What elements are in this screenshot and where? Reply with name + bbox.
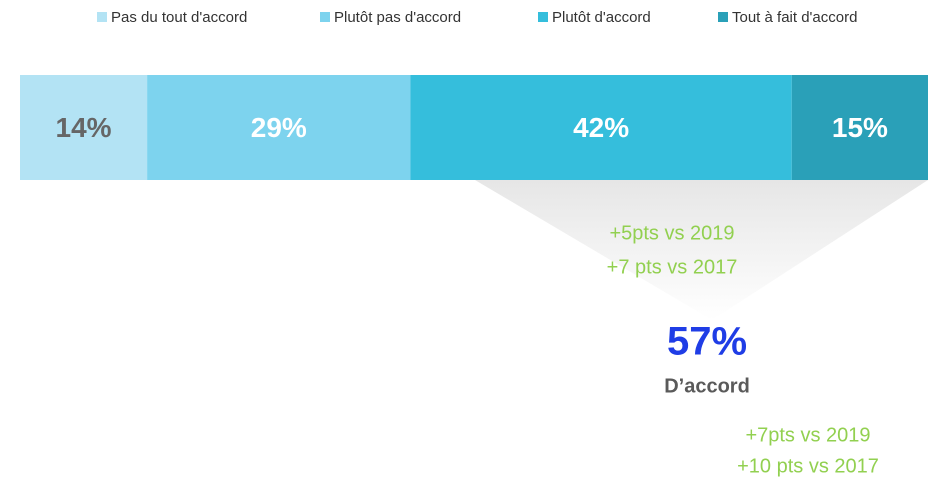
legend-label: Plutôt pas d'accord [334,9,461,26]
value-label: 14% [56,112,112,143]
legend-swatch [97,12,107,22]
value-label: 29% [251,112,307,143]
value-label: 15% [832,112,888,143]
annotation: +7pts vs 2019 [745,424,870,446]
legend-swatch [320,12,330,22]
bar-segment [410,75,792,180]
legend-label: Tout à fait d'accord [732,9,857,26]
legend-swatch [718,12,728,22]
bar-segment [20,75,148,180]
annotation: 57% [667,320,747,364]
bar-segment [147,75,411,180]
value-label: 42% [573,112,629,143]
annotation: +10 pts vs 2017 [737,455,879,477]
legend-label: Pas du tout d'accord [111,9,247,26]
bar-segment [791,75,928,180]
legend-swatch [538,12,548,22]
legend-label: Plutôt d'accord [552,9,651,26]
annotation: +7 pts vs 2017 [607,256,738,278]
callout-funnel [475,180,928,320]
annotation: +5pts vs 2019 [609,222,734,244]
annotation: D’accord [664,375,750,397]
